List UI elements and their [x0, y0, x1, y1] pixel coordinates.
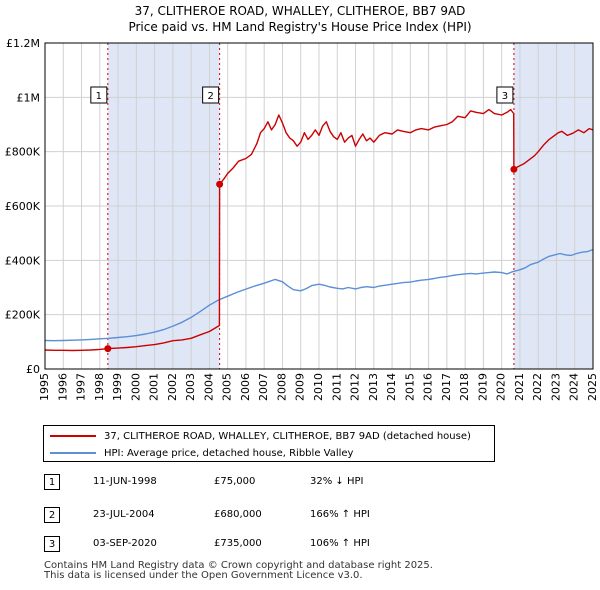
- x-tick-label: 2016: [422, 373, 435, 401]
- sale-label-box: [90, 86, 108, 104]
- legend-swatch-property: [50, 435, 96, 437]
- sale-number-badge: 2: [44, 507, 60, 523]
- legend-item-property: 37, CLITHEROE ROAD, WHALLEY, CLITHEROE, …: [50, 428, 471, 444]
- chart-legend: 37, CLITHEROE ROAD, WHALLEY, CLITHEROE, …: [43, 425, 495, 462]
- sale-point: [510, 165, 518, 173]
- sale-row: 2 23-JUL-2004 £680,000 166% ↑ HPI: [44, 507, 464, 525]
- x-tick-label: 2000: [129, 373, 142, 401]
- x-tick-label: 2014: [385, 373, 398, 401]
- sale-price: £735,000: [214, 538, 262, 549]
- sale-row: 1 11-JUN-1998 £75,000 32% ↓ HPI: [44, 474, 464, 492]
- chart-title-line1: 37, CLITHEROE ROAD, WHALLEY, CLITHEROE, …: [134, 4, 466, 18]
- legend-label-hpi: HPI: Average price, detached house, Ribb…: [104, 447, 354, 459]
- chart-title-line2: Price paid vs. HM Land Registry's House …: [128, 20, 472, 34]
- y-tick-label: £800K: [5, 146, 41, 159]
- footer: Contains HM Land Registry data © Crown c…: [44, 561, 433, 581]
- sale-number-badge: 1: [44, 474, 60, 490]
- y-tick-label: £1M: [17, 91, 41, 104]
- x-tick-label: 2005: [221, 373, 234, 401]
- sale-label-text: 2: [207, 91, 213, 102]
- x-tick-label: 2017: [440, 373, 453, 401]
- x-tick-label: 2002: [166, 373, 179, 401]
- x-tick-label: 2025: [586, 373, 599, 401]
- x-tick-label: 2009: [294, 373, 307, 401]
- x-tick-label: 2003: [184, 373, 197, 401]
- x-tick-label: 2001: [148, 373, 161, 401]
- plot-border: [44, 42, 594, 370]
- sale-label-box: [496, 86, 514, 104]
- y-tick-label: £0: [26, 363, 40, 376]
- x-tick-label: 2010: [312, 373, 325, 401]
- x-tick-label: 2007: [257, 373, 270, 401]
- x-tick-label: 2021: [513, 373, 526, 401]
- x-tick-label: 1996: [56, 373, 69, 401]
- x-tick-label: 2006: [239, 373, 252, 401]
- x-tick-label: 2008: [275, 373, 288, 401]
- sale-row: 3 03-SEP-2020 £735,000 106% ↑ HPI: [44, 536, 464, 554]
- x-tick-label: 2018: [458, 373, 471, 401]
- x-tick-label: 1998: [93, 373, 106, 401]
- x-tick-label: 2015: [403, 373, 416, 401]
- sale-price: £680,000: [214, 509, 262, 520]
- y-tick-label: £400K: [5, 254, 41, 267]
- legend-swatch-hpi: [50, 452, 96, 454]
- sale-label-box: [202, 86, 220, 104]
- sale-label-text: 1: [96, 91, 102, 102]
- x-tick-label: 2004: [202, 373, 215, 401]
- property-series-line: [44, 108, 594, 352]
- y-tick-label: £1.2M: [6, 37, 40, 50]
- x-tick-label: 2012: [349, 373, 362, 401]
- line-chart: 1 2 3 £0 £200K £400K £600K £800K £1M £1.2M 1995 199…: [5, 37, 599, 401]
- legend-item-hpi: HPI: Average price, detached house, Ribb…: [50, 445, 353, 461]
- sale-date: 11-JUN-1998: [93, 476, 157, 487]
- legend-label-property: 37, CLITHEROE ROAD, WHALLEY, CLITHEROE, …: [104, 430, 471, 442]
- x-tick-label: 2020: [495, 373, 508, 401]
- sale-price: £75,000: [214, 476, 256, 487]
- x-tick-label: 2011: [330, 373, 343, 401]
- sale-point: [104, 345, 112, 353]
- x-tick-label: 1995: [38, 373, 51, 401]
- sale-number-badge: 3: [44, 536, 60, 552]
- x-tick-label: 1999: [111, 373, 124, 401]
- sale-hpi-change: 32% ↓ HPI: [310, 476, 364, 487]
- sale-label-text: 3: [502, 91, 508, 102]
- sale-hpi-change: 106% ↑ HPI: [310, 538, 370, 549]
- sale-date: 23-JUL-2004: [93, 509, 155, 520]
- x-tick-label: 2023: [549, 373, 562, 401]
- x-tick-label: 2013: [367, 373, 380, 401]
- x-tick-label: 2022: [531, 373, 544, 401]
- footer-copyright: Contains HM Land Registry data © Crown c…: [44, 560, 433, 571]
- sale-date: 03-SEP-2020: [93, 538, 157, 549]
- sale-point: [216, 180, 224, 188]
- y-tick-label: £200K: [5, 309, 41, 322]
- y-tick-label: £600K: [5, 200, 41, 213]
- footer-licence: This data is licensed under the Open Gov…: [44, 570, 363, 581]
- sale-hpi-change: 166% ↑ HPI: [310, 509, 370, 520]
- x-tick-label: 2019: [476, 373, 489, 401]
- x-tick-label: 2024: [568, 373, 581, 401]
- x-tick-label: 1997: [75, 373, 88, 401]
- hpi-series-line: [44, 248, 594, 342]
